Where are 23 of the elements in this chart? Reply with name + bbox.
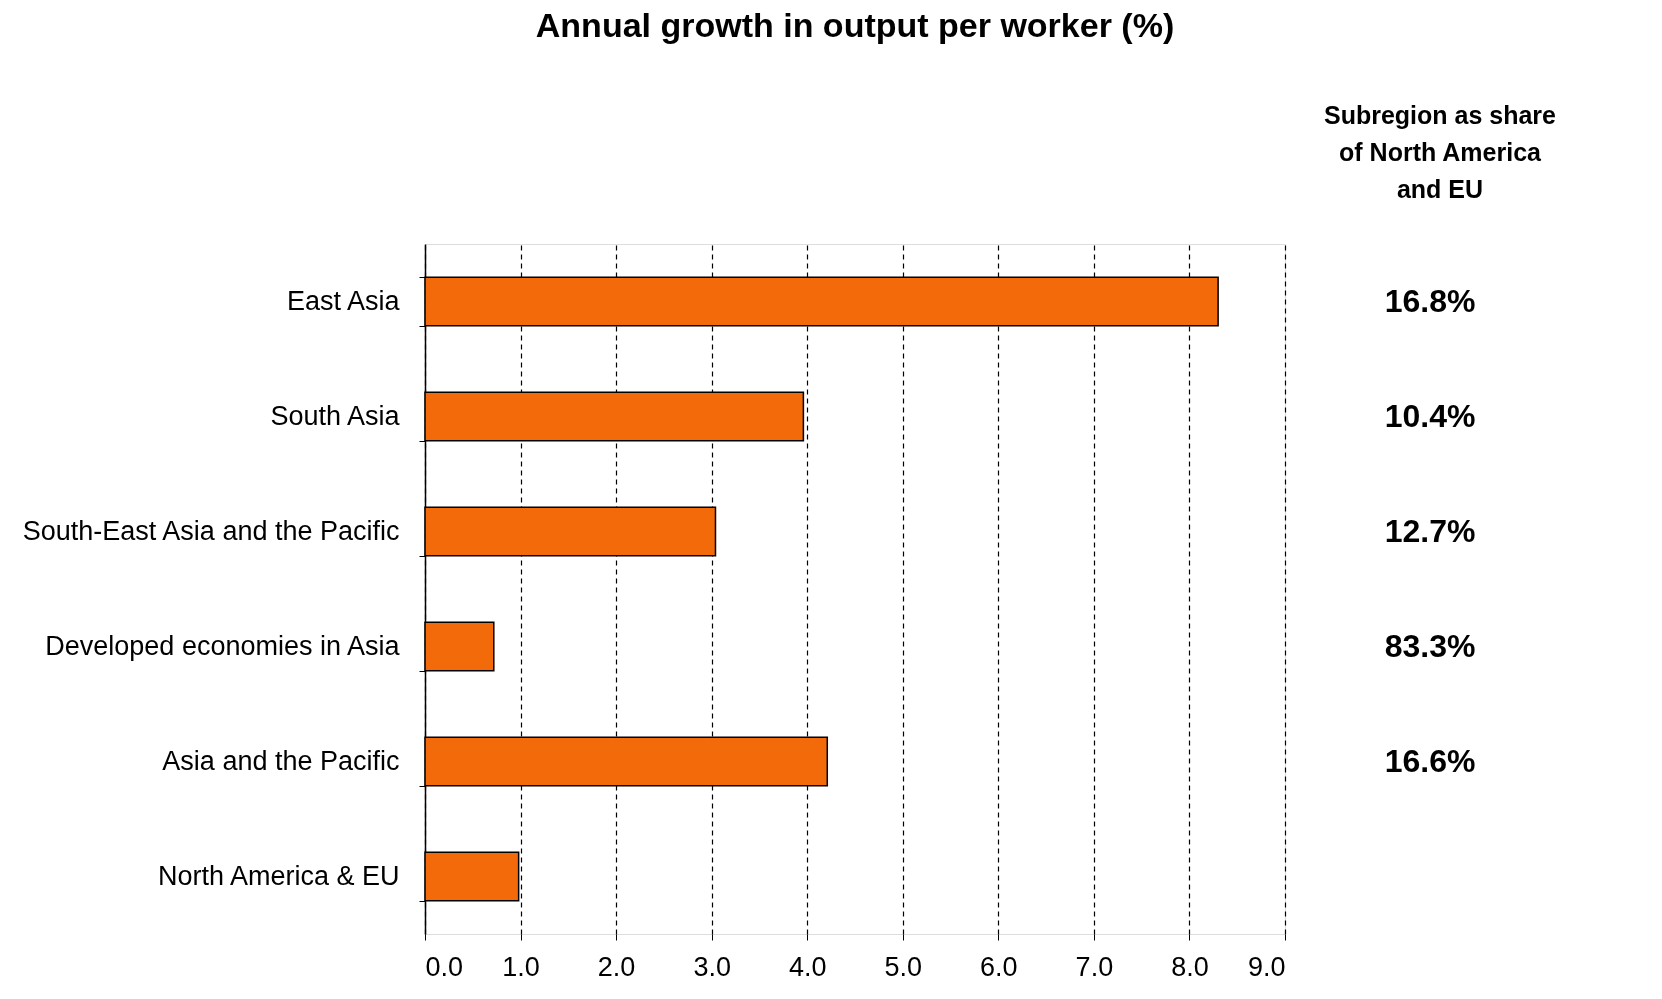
text: Subregion as share of North America and EU [1323,101,1557,203]
y-tick-label: East Asia [286,286,401,316]
x-tick-label: 5.0 [884,951,923,982]
text: 16.8% [1384,282,1476,319]
x-tick-label: 4.0 [788,951,827,982]
x-tick-label: 2.0 [597,951,636,982]
y-tick-label: North America & EU [157,861,400,891]
y-tick-label: Asia and the Pacific [162,746,400,776]
x-tick-label: 9.0 [1247,951,1286,982]
text: 12.7% [1384,512,1476,549]
y-tick-label: South-East Asia and the Pacific [22,516,400,546]
text: 83.3% [1384,627,1476,664]
x-tick-label: 7.0 [1075,951,1114,982]
x-tick-label: 3.0 [693,951,731,982]
x-tick-label: 0.0 [425,951,464,982]
y-tick-label: Developed economies in Asia [45,631,401,661]
y-tick-label: South Asia [270,401,401,431]
x-tick-label: 1.0 [502,951,540,982]
x-tick-label: 8.0 [1171,951,1209,982]
text: 16.6% [1384,742,1476,779]
x-tick-label: 6.0 [980,951,1018,982]
text: 10.4% [1384,397,1476,434]
chart-title: Annual growth in output per worker (%) [535,6,1175,44]
